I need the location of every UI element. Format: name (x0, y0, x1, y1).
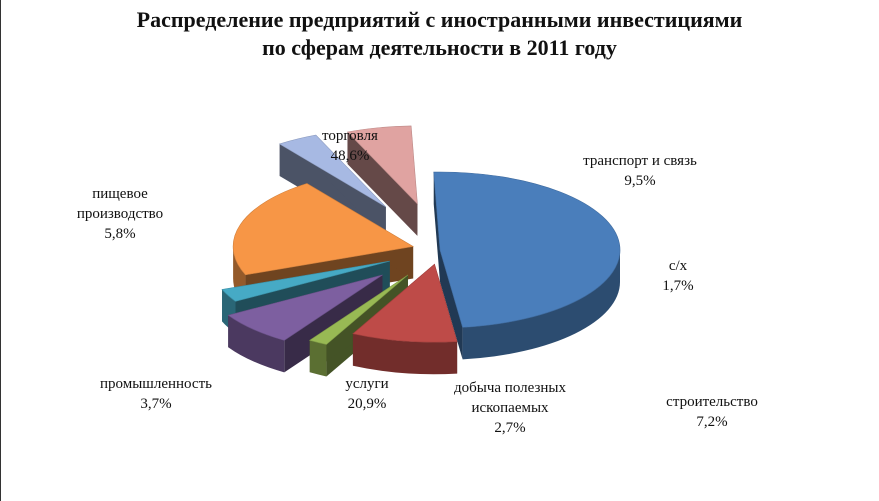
slice-top-transport (352, 263, 458, 343)
label-name-mining: добыча полезных (454, 380, 566, 396)
data-label-construction: строительство 7,2% (666, 394, 758, 430)
label-value-agriculture: 1,7% (662, 278, 693, 294)
label-value-trade: 48,6% (331, 148, 370, 164)
chart-title-line-1: Распределение предприятий с иностранными… (136, 7, 743, 32)
slice-wall-food-0 (347, 131, 418, 236)
data-label-transport: транспорт и связь 9,5% (583, 153, 697, 189)
label-value-industry: 3,7% (140, 396, 171, 412)
pie-slice-trade (433, 171, 621, 360)
label-name-industry: промышленность (100, 376, 212, 392)
data-label-services: услуги 20,9% (345, 376, 388, 412)
label-value-construction: 7,2% (696, 414, 727, 430)
label-name-construction: строительство (666, 394, 758, 410)
data-label-mining: добыча полезных ископаемых 2,7% (454, 380, 566, 436)
slice-top-agriculture (309, 274, 409, 345)
pie-slice-food (346, 125, 418, 236)
slice-top-food (346, 125, 418, 205)
label-value-food: 5,8% (104, 226, 135, 242)
slice-top-trade (433, 171, 621, 328)
slice-side-agriculture-0 (309, 340, 327, 377)
slice-wall-trade-1 (440, 250, 463, 360)
slice-top-mining (221, 260, 390, 302)
pie-slice-construction (227, 274, 383, 373)
chart-title-line-2: по сферам деятельности в 2011 году (262, 35, 617, 60)
label-name-agriculture: с/х (669, 258, 688, 274)
label-value-transport: 9,5% (624, 173, 655, 189)
data-label-agriculture: с/х 1,7% (662, 258, 693, 294)
left-border-line (0, 0, 1, 501)
chart-title: Распределение предприятий с иностранными… (0, 6, 879, 62)
label-name-mining: ископаемых (471, 400, 549, 416)
label-name-services: услуги (345, 376, 388, 392)
pie-slice-transport (352, 263, 458, 375)
label-name-transport: транспорт и связь (583, 153, 697, 169)
slice-top-industry (278, 134, 387, 208)
data-label-trade: торговля 48,6% (322, 128, 378, 164)
label-name-food: пищевое (92, 186, 148, 202)
slice-top-services (232, 183, 414, 276)
slice-wall-trade-0 (433, 172, 440, 282)
label-value-services: 20,9% (348, 396, 387, 412)
label-name-food: производство (77, 206, 163, 222)
slice-wall-agriculture-1 (309, 274, 408, 373)
slice-side-trade-0 (462, 250, 620, 360)
data-label-food: пищевое производство 5,8% (77, 186, 163, 242)
slice-side-construction-0 (228, 315, 285, 373)
label-value-mining: 2,7% (494, 420, 525, 436)
data-label-industry: промышленность 3,7% (100, 376, 212, 412)
slice-side-transport-0 (352, 333, 458, 375)
label-name-trade: торговля (322, 128, 378, 144)
slice-top-construction (227, 274, 383, 341)
